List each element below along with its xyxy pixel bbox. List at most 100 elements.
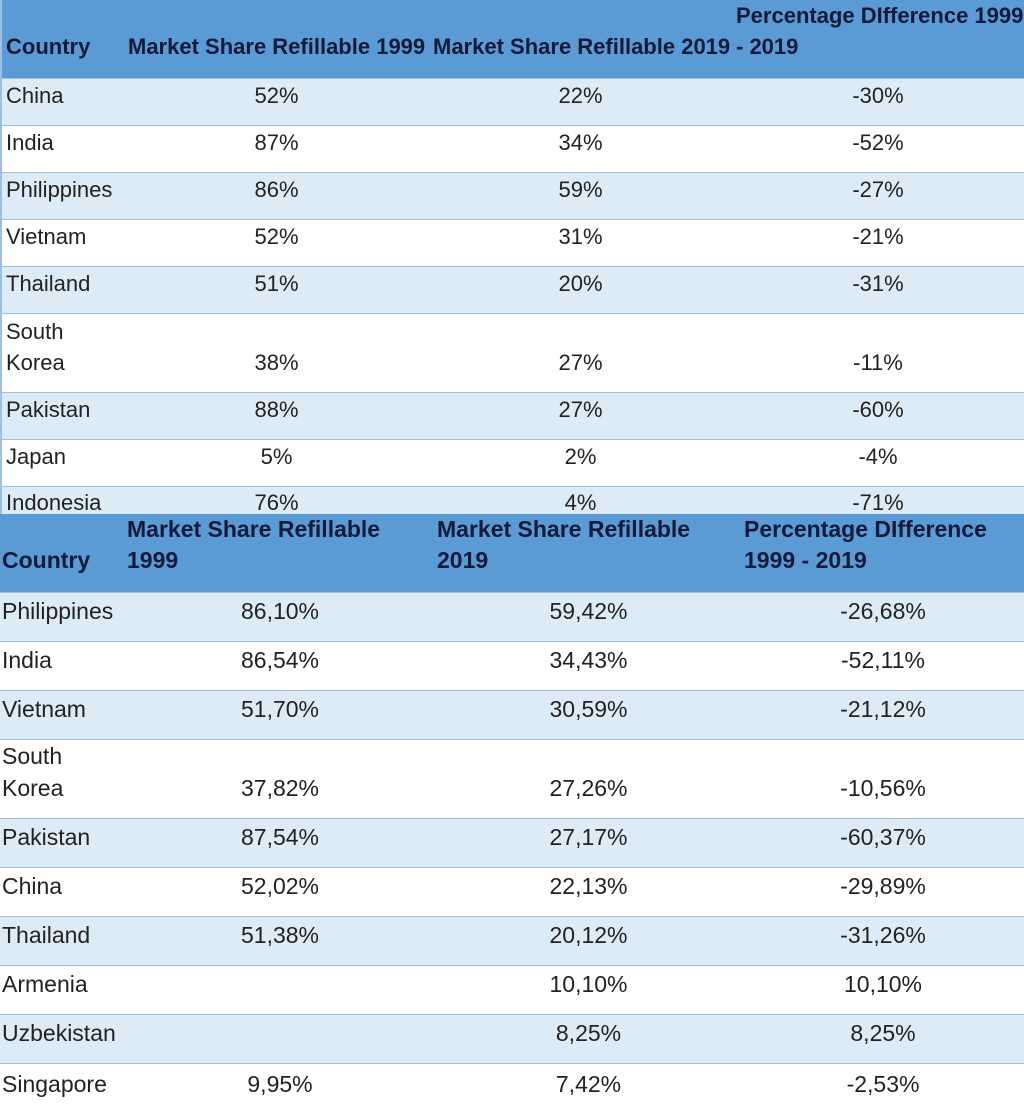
table-row: Thailand 51,38% 20,12% -31,26% <box>0 916 1024 966</box>
market-share-table-precise: Country Market Share Refillable 1999 Mar… <box>0 514 1024 1106</box>
cell-difference: 10,10% <box>742 965 1024 1015</box>
cell-difference: -2,53% <box>742 1063 1024 1106</box>
cell-difference: -10,56% <box>742 739 1024 819</box>
header-share-1999: Market Share Refillable 1999 <box>125 514 435 593</box>
table-row: Japan 5% 2% -4% <box>1 439 1024 487</box>
table-row: China 52% 22% -30% <box>1 78 1024 126</box>
cell-share-1999: 51,38% <box>125 916 435 966</box>
cell-share-1999: 87,54% <box>125 818 435 868</box>
cell-share-1999: 88% <box>124 392 429 440</box>
table-row: Philippines 86,10% 59,42% -26,68% <box>0 592 1024 642</box>
cell-share-2019: 8,25% <box>435 1014 742 1064</box>
cell-difference: -31,26% <box>742 916 1024 966</box>
cell-difference: -4% <box>732 439 1024 487</box>
cell-country: Pakistan <box>0 818 125 868</box>
cell-share-2019: 34,43% <box>435 641 742 691</box>
cell-difference: -30% <box>732 78 1024 126</box>
cell-share-1999: 37,82% <box>125 739 435 819</box>
cell-difference: -21,12% <box>742 690 1024 740</box>
header-difference: Percentage DIfference 1999 - 2019 <box>742 514 1024 593</box>
header-row: Country Market Share Refillable 1999 Mar… <box>1 0 1024 79</box>
cell-share-2019: 27,17% <box>435 818 742 868</box>
cell-difference: -26,68% <box>742 592 1024 642</box>
cell-country: Thailand <box>0 916 125 966</box>
cell-country: India <box>1 125 124 173</box>
header-country: Country <box>1 0 124 79</box>
table-row: South Korea 38% 27% -11% <box>1 313 1024 393</box>
table-row: Pakistan 88% 27% -60% <box>1 392 1024 440</box>
table-row: Philippines 86% 59% -27% <box>1 172 1024 220</box>
table-row: India 87% 34% -52% <box>1 125 1024 173</box>
cell-share-2019: 27% <box>429 313 732 393</box>
table-row: Indonesia 76% 4% -71% <box>1 486 1024 517</box>
cell-share-2019: 27% <box>429 392 732 440</box>
table-row: Singapore 9,95% 7,42% -2,53% <box>0 1063 1024 1106</box>
cell-share-2019: 10,10% <box>435 965 742 1015</box>
cell-share-1999: 51% <box>124 266 429 314</box>
cell-share-2019: 20% <box>429 266 732 314</box>
cell-country: Vietnam <box>1 219 124 267</box>
table-row: Uzbekistan 8,25% 8,25% <box>0 1014 1024 1064</box>
cell-country: South Korea <box>1 313 124 393</box>
table-row: Vietnam 52% 31% -21% <box>1 219 1024 267</box>
cell-share-1999: 52,02% <box>125 867 435 917</box>
cell-share-1999: 76% <box>124 486 429 517</box>
cell-share-2019: 30,59% <box>435 690 742 740</box>
header-share-1999: Market Share Refillable 1999 <box>124 0 429 79</box>
cell-share-1999: 38% <box>124 313 429 393</box>
header-difference: Percentage DIfference 1999 - 2019 <box>732 0 1024 79</box>
cell-share-2019: 59,42% <box>435 592 742 642</box>
cell-share-2019: 2% <box>429 439 732 487</box>
cell-share-1999 <box>125 965 435 1015</box>
cell-difference: 8,25% <box>742 1014 1024 1064</box>
cell-share-1999: 51,70% <box>125 690 435 740</box>
cell-difference: -11% <box>732 313 1024 393</box>
cell-share-1999: 52% <box>124 78 429 126</box>
table-row: Vietnam 51,70% 30,59% -21,12% <box>0 690 1024 740</box>
cell-share-2019: 59% <box>429 172 732 220</box>
cell-difference: -21% <box>732 219 1024 267</box>
cell-country: Indonesia <box>1 486 124 517</box>
cell-share-2019: 4% <box>429 486 732 517</box>
table-row: Armenia 10,10% 10,10% <box>0 965 1024 1015</box>
cell-difference: -31% <box>732 266 1024 314</box>
cell-share-1999 <box>125 1014 435 1064</box>
market-share-table-rounded: Country Market Share Refillable 1999 Mar… <box>0 0 1024 517</box>
cell-share-2019: 34% <box>429 125 732 173</box>
cell-country: Philippines <box>1 172 124 220</box>
cell-country: Uzbekistan <box>0 1014 125 1064</box>
cell-country: Armenia <box>0 965 125 1015</box>
table-row: Pakistan 87,54% 27,17% -60,37% <box>0 818 1024 868</box>
cell-difference: -60,37% <box>742 818 1024 868</box>
cell-difference: -27% <box>732 172 1024 220</box>
cell-difference: -29,89% <box>742 867 1024 917</box>
header-share-2019: Market Share Refillable 2019 <box>435 514 742 593</box>
cell-difference: -60% <box>732 392 1024 440</box>
cell-country: Singapore <box>0 1063 125 1106</box>
cell-country: Japan <box>1 439 124 487</box>
cell-share-1999: 86,10% <box>125 592 435 642</box>
cell-country: Pakistan <box>1 392 124 440</box>
cell-share-2019: 22,13% <box>435 867 742 917</box>
cell-country: China <box>0 867 125 917</box>
cell-difference: -52% <box>732 125 1024 173</box>
cell-country: South Korea <box>0 739 125 819</box>
cell-country: China <box>1 78 124 126</box>
cell-share-2019: 27,26% <box>435 739 742 819</box>
cell-country: Philippines <box>0 592 125 642</box>
cell-share-1999: 5% <box>124 439 429 487</box>
table-row: India 86,54% 34,43% -52,11% <box>0 641 1024 691</box>
cell-difference: -52,11% <box>742 641 1024 691</box>
cell-share-1999: 86% <box>124 172 429 220</box>
cell-share-2019: 22% <box>429 78 732 126</box>
cell-share-2019: 20,12% <box>435 916 742 966</box>
cell-share-1999: 86,54% <box>125 641 435 691</box>
header-country: Country <box>0 514 125 593</box>
cell-share-2019: 31% <box>429 219 732 267</box>
cell-country: Vietnam <box>0 690 125 740</box>
cell-country: Thailand <box>1 266 124 314</box>
cell-share-1999: 52% <box>124 219 429 267</box>
cell-difference: -71% <box>732 486 1024 517</box>
cell-share-2019: 7,42% <box>435 1063 742 1106</box>
cell-share-1999: 87% <box>124 125 429 173</box>
